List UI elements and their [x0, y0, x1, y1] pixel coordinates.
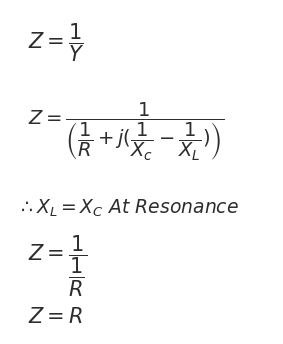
Text: $\therefore X_L = X_C\ \mathit{At\ Resonance}$: $\therefore X_L = X_C\ \mathit{At\ Reson…: [17, 197, 239, 219]
Text: $Z = \dfrac{1}{\dfrac{1}{R}}$: $Z = \dfrac{1}{\dfrac{1}{R}}$: [28, 234, 88, 299]
Text: $Z = \dfrac{1}{\left(\dfrac{1}{R} + j(\dfrac{1}{X_c} - \dfrac{1}{X_L})\right)}$: $Z = \dfrac{1}{\left(\dfrac{1}{R} + j(\d…: [28, 101, 224, 163]
Text: $Z = \dfrac{1}{Y}$: $Z = \dfrac{1}{Y}$: [28, 22, 85, 64]
Text: $Z = R$: $Z = R$: [28, 307, 83, 327]
